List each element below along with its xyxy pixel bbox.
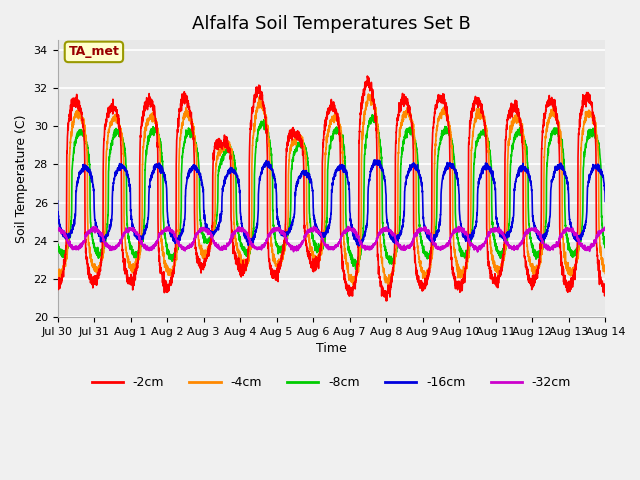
-16cm bbox=[171, 236, 179, 242]
-4cm bbox=[550, 104, 557, 110]
-32cm bbox=[171, 232, 179, 238]
-4cm bbox=[54, 271, 61, 276]
-2cm bbox=[207, 242, 214, 248]
-32cm bbox=[207, 231, 214, 237]
-16cm bbox=[395, 235, 403, 240]
-32cm bbox=[474, 249, 481, 255]
-32cm bbox=[310, 224, 317, 229]
-4cm bbox=[171, 263, 179, 269]
-8cm bbox=[54, 241, 61, 247]
-4cm bbox=[395, 151, 403, 156]
-32cm bbox=[395, 242, 403, 248]
-16cm bbox=[601, 191, 609, 197]
-4cm bbox=[349, 282, 357, 288]
-2cm bbox=[602, 287, 609, 292]
-2cm bbox=[171, 254, 179, 260]
-2cm bbox=[383, 298, 390, 304]
-2cm bbox=[385, 290, 393, 296]
-16cm bbox=[550, 175, 557, 180]
-32cm bbox=[602, 225, 609, 231]
-8cm bbox=[171, 252, 179, 258]
-8cm bbox=[207, 234, 214, 240]
-4cm bbox=[385, 276, 393, 282]
-8cm bbox=[601, 245, 609, 251]
-16cm bbox=[54, 198, 61, 204]
-16cm bbox=[370, 157, 378, 163]
-2cm bbox=[550, 101, 557, 107]
-8cm bbox=[369, 112, 376, 118]
-4cm bbox=[602, 271, 609, 276]
-16cm bbox=[385, 230, 393, 236]
-4cm bbox=[207, 240, 214, 245]
Y-axis label: Soil Temperature (C): Soil Temperature (C) bbox=[15, 114, 28, 243]
-32cm bbox=[550, 243, 557, 249]
-4cm bbox=[601, 263, 609, 269]
-8cm bbox=[550, 127, 557, 133]
-2cm bbox=[364, 73, 371, 79]
Line: -2cm: -2cm bbox=[58, 76, 605, 301]
-32cm bbox=[601, 226, 609, 231]
Line: -16cm: -16cm bbox=[58, 160, 605, 246]
-2cm bbox=[601, 283, 609, 289]
Line: -8cm: -8cm bbox=[58, 115, 605, 269]
-16cm bbox=[207, 230, 214, 236]
Legend: -2cm, -4cm, -8cm, -16cm, -32cm: -2cm, -4cm, -8cm, -16cm, -32cm bbox=[86, 371, 576, 394]
-8cm bbox=[395, 231, 403, 237]
Line: -32cm: -32cm bbox=[58, 227, 605, 252]
-32cm bbox=[54, 227, 61, 232]
Line: -4cm: -4cm bbox=[58, 94, 605, 285]
-8cm bbox=[385, 254, 393, 260]
Text: TA_met: TA_met bbox=[68, 46, 119, 59]
-16cm bbox=[355, 243, 363, 249]
-2cm bbox=[395, 113, 403, 119]
-32cm bbox=[385, 227, 393, 233]
Title: Alfalfa Soil Temperatures Set B: Alfalfa Soil Temperatures Set B bbox=[192, 15, 471, 33]
-2cm bbox=[54, 281, 61, 287]
X-axis label: Time: Time bbox=[316, 342, 347, 356]
-16cm bbox=[602, 199, 609, 204]
-8cm bbox=[352, 266, 360, 272]
-8cm bbox=[602, 244, 609, 250]
-4cm bbox=[369, 91, 376, 97]
